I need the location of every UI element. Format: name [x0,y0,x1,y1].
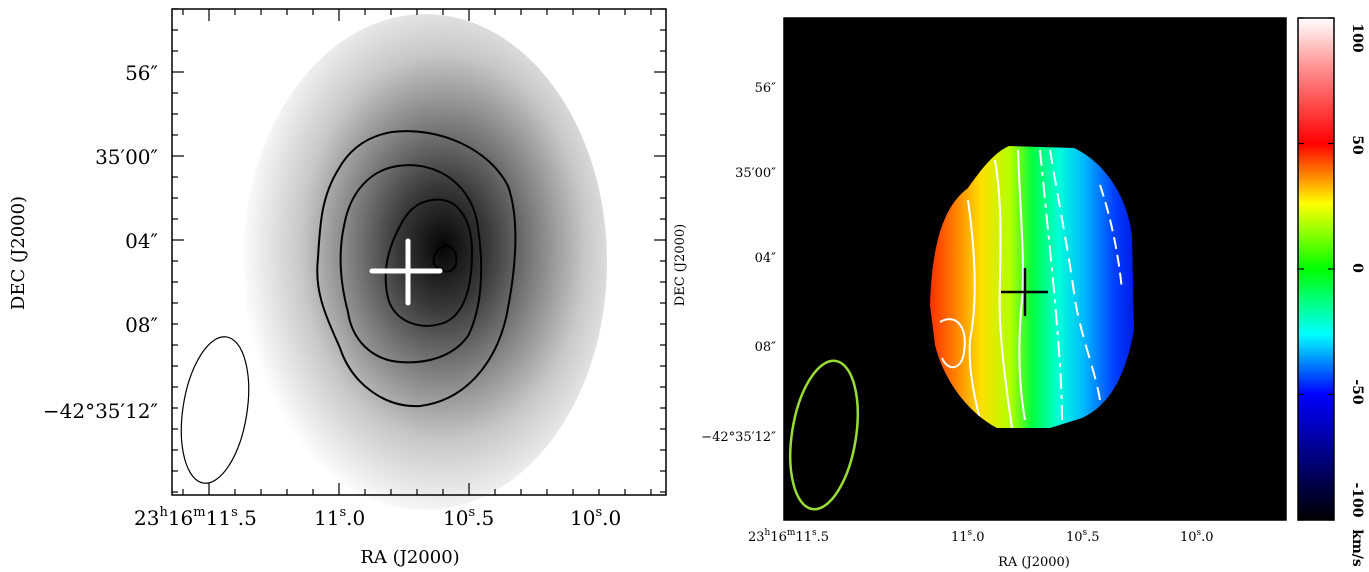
colorbar-tick-label-0: 0 [1349,263,1365,273]
right-beam-ellipse [789,359,859,511]
right-panel: 23h16m11s.5 11s.0 10s.5 10s.0 56″ 35′00″… [673,17,1365,570]
colorbar-tick-label-100: 100 [1349,23,1365,52]
right-position-marker [1001,268,1048,316]
colorbar-tick-label-50: 50 [1349,135,1365,155]
left-ticks [172,8,666,495]
velocity-field [930,146,1134,428]
colorbar-tick-label-minus-50: -50 [1349,379,1365,405]
right-x-tick-label-4: 10s.0 [1180,528,1214,545]
left-y-tick-label-5: −42°35′12″ [43,399,158,423]
right-x-tick-labels: 23h16m11s.5 11s.0 10s.5 10s.0 [748,528,1214,545]
velocity-contour-2 [994,159,1013,428]
left-y-tick-label-3: 04″ [125,229,158,253]
velocity-contour-6 [1099,184,1123,291]
left-contours [316,130,517,408]
right-y-axis-label: DEC (J2000) [673,224,688,306]
colorbar-tick-label-minus-100: -100 [1349,482,1365,517]
right-y-tick-label-4: 08″ [755,340,777,355]
contour-level-1 [316,130,517,408]
colorbar-unit-label: km/s [1349,529,1365,567]
left-position-marker [369,238,443,306]
left-y-tick-label-4: 08″ [125,313,158,337]
velocity-gradient [930,146,1134,428]
velocity-contour-7 [939,318,966,368]
left-x-tick-labels: 23h16m11s.5 11s.0 10s.5 10s.0 [134,505,621,530]
right-y-tick-label-2: 35′00″ [735,166,776,181]
left-y-tick-label-2: 35′00″ [95,145,158,169]
right-x-tick-label-2: 11s.0 [951,528,985,545]
velocity-contour-3 [1017,149,1026,421]
right-y-tick-labels: 56″ 35′00″ 04″ 08″ −42°35′12″ [701,81,776,445]
right-y-tick-label-1: 56″ [755,81,777,96]
left-y-tick-label-1: 56″ [125,61,158,85]
right-x-tick-label-1: 23h16m11s.5 [748,528,829,545]
left-y-tick-labels: 56″ 35′00″ 04″ 08″ −42°35′12″ [43,61,158,423]
right-y-tick-label-5: −42°35′12″ [701,430,776,445]
contour-level-3 [384,198,474,327]
left-frame [171,8,667,496]
left-x-tick-label-3: 10s.5 [443,505,494,530]
colorbar-tick-labels: 100 50 0 -50 -100 [1349,23,1365,517]
left-x-tick-label-4: 10s.0 [570,505,621,530]
right-x-axis-label: RA (J2000) [998,555,1070,570]
contour-level-2 [339,164,483,364]
left-x-axis-label: RA (J2000) [360,547,459,568]
right-frame [783,17,1287,521]
left-greyscale-emission [243,14,607,510]
left-beam-ellipse [180,336,250,484]
left-x-tick-label-1: 23h16m11s.5 [134,505,257,530]
velocity-contours [939,149,1123,428]
velocity-contour-1 [967,199,983,428]
right-y-tick-label-3: 04″ [755,251,777,266]
colorbar-ticks [1298,17,1334,521]
velocity-contour-4 [1039,149,1063,421]
right-x-tick-label-3: 10s.5 [1066,528,1100,545]
velocity-contour-5 [1049,149,1101,401]
left-x-tick-label-2: 11s.0 [314,505,365,530]
left-panel: 23h16m11s.5 11s.0 10s.5 10s.0 56″ 35′00″… [8,8,667,568]
contour-level-4 [432,244,458,273]
left-y-axis-label: DEC (J2000) [8,196,29,310]
